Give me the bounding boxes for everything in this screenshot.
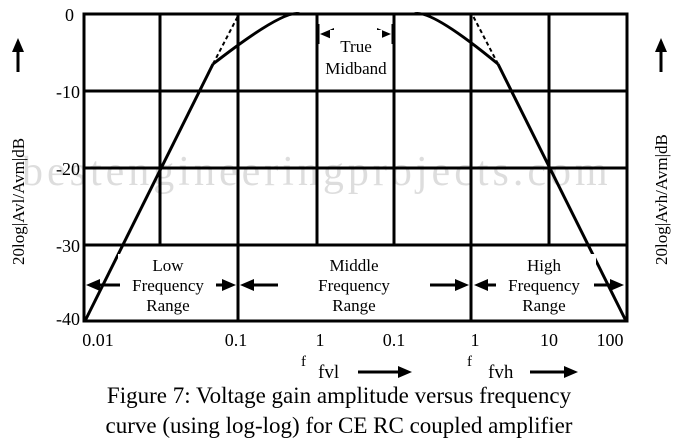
fvl-f-label: f bbox=[301, 354, 306, 370]
high-region-label-line3: Range bbox=[522, 296, 565, 315]
gain-response-curve bbox=[83, 11, 628, 322]
right-axis-label: 20log|Avh/Avm|dB bbox=[652, 134, 671, 265]
low-region-label-line3: Range bbox=[146, 296, 189, 315]
middle-region-bg bbox=[280, 254, 430, 316]
x-tick-label: 0.01 bbox=[82, 330, 114, 350]
x-tick-label: 0.1 bbox=[383, 330, 406, 350]
fvh-label: fvh bbox=[488, 362, 514, 383]
low-region-bg bbox=[118, 254, 218, 316]
high-region-label-line2: Frequency bbox=[508, 276, 580, 295]
left-axis-arrow bbox=[12, 38, 24, 72]
low-region-label-line1: Low bbox=[152, 256, 184, 275]
grid-horizontal-lines bbox=[84, 89, 627, 247]
figure-caption-line2: curve (using log-log) for CE RC coupled … bbox=[106, 413, 573, 438]
y-tick-label: -30 bbox=[56, 236, 80, 256]
middle-region-label-line2: Frequency bbox=[318, 276, 390, 295]
x-tick-label: 0.1 bbox=[225, 330, 248, 350]
asymptote-dashed-lines bbox=[212, 13, 499, 65]
y-tick-label: -10 bbox=[56, 82, 80, 102]
y-tick-label: -20 bbox=[56, 159, 80, 179]
midband-label-line1: True bbox=[340, 37, 372, 56]
y-tick-label: 0 bbox=[65, 5, 74, 25]
midband-label-bg bbox=[330, 30, 382, 80]
figure-caption-line1: Figure 7: Voltage gain amplitude versus … bbox=[107, 383, 572, 408]
x-tick-label: 1 bbox=[471, 330, 480, 350]
fvh-arrow bbox=[530, 366, 578, 378]
middle-region-label-line1: Middle bbox=[329, 256, 378, 275]
x-tick-label: 10 bbox=[540, 330, 558, 350]
right-axis-arrow bbox=[655, 38, 667, 72]
y-tick-label: -40 bbox=[56, 309, 80, 329]
fvh-f-label: f bbox=[467, 354, 472, 370]
x-tick-label: 100 bbox=[597, 330, 624, 350]
high-region-bg bbox=[494, 254, 596, 316]
low-region-label-line2: Frequency bbox=[132, 276, 204, 295]
region-arrows bbox=[86, 279, 624, 291]
watermark-text: bestengineeringprojects.com bbox=[22, 149, 612, 195]
x-tick-label: 1 bbox=[316, 330, 325, 350]
fvl-arrow bbox=[358, 366, 412, 378]
fvl-label: fvl bbox=[318, 362, 339, 383]
middle-region-label-line3: Range bbox=[332, 296, 375, 315]
left-axis-label: 20log|Avl/Avm|dB bbox=[9, 138, 28, 265]
midband-label-line2: Midband bbox=[325, 59, 387, 78]
high-region-label-line1: High bbox=[527, 256, 562, 275]
